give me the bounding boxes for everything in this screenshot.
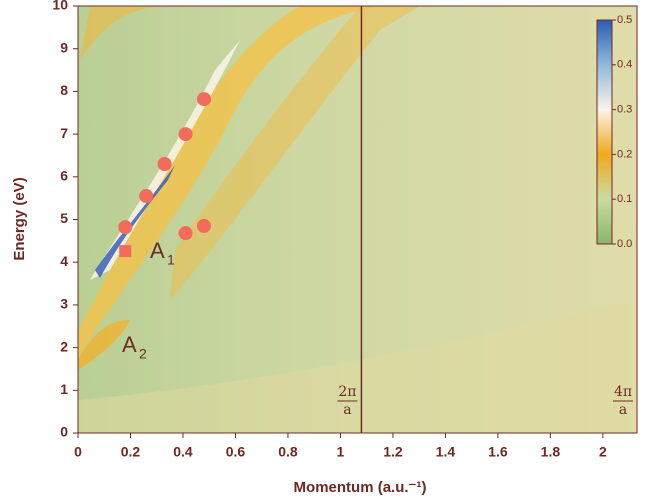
circle-point <box>179 226 193 240</box>
x-tick-label: 1.6 <box>488 444 508 460</box>
x-tick-label: 1.8 <box>541 444 561 460</box>
x-tick-label: 0.2 <box>121 444 141 460</box>
circle-point <box>139 189 153 203</box>
y-tick-label: 6 <box>60 168 68 184</box>
circle-point <box>158 157 172 171</box>
y-tick-label: 4 <box>60 253 68 269</box>
annotation: A <box>150 238 165 263</box>
colorbar-tick-label: 0.3 <box>617 104 632 116</box>
colorbar-tick-label: 0.5 <box>617 14 632 26</box>
y-tick-label: 1 <box>60 381 68 397</box>
y-tick-label: 8 <box>60 82 68 98</box>
colorbar-tick-label: 0.4 <box>617 59 632 71</box>
circle-point <box>118 220 132 234</box>
x-tick-label: 0.6 <box>226 444 246 460</box>
x-axis-label: Momentum (a.u.⁻¹) <box>294 479 427 496</box>
colorbar-tick-label: 0.0 <box>617 238 632 250</box>
x-tick-label: 0.8 <box>278 444 298 460</box>
circle-point <box>197 92 211 106</box>
fraction-numerator: 2π <box>338 384 356 400</box>
x-tick-label: 0 <box>74 444 82 460</box>
y-tick-label: 2 <box>60 338 68 354</box>
x-tick-label: 2 <box>599 444 607 460</box>
y-tick-label: 3 <box>60 296 68 312</box>
y-axis-label: Energy (eV) <box>11 177 28 260</box>
fraction-numerator: 4π <box>614 384 632 400</box>
y-tick-label: 5 <box>60 210 68 226</box>
square-point <box>119 245 131 257</box>
annotation-subscript: 1 <box>167 252 175 268</box>
x-tick-label: 0.4 <box>173 444 193 460</box>
fraction-denominator: a <box>343 402 351 418</box>
x-tick-label: 1.4 <box>436 444 456 460</box>
colorbar <box>597 20 612 244</box>
y-tick-label: 10 <box>52 0 68 13</box>
heatmap <box>78 6 637 433</box>
colorbar-tick-label: 0.1 <box>617 193 632 205</box>
chart: Momentum (a.u.⁻¹) Energy (eV) 0 0.2 0.4 0.6… <box>0 0 645 502</box>
annotation-subscript: 2 <box>139 346 147 362</box>
colorbar-tick-label: 0.2 <box>617 148 632 160</box>
x-tick-label: 1.2 <box>383 444 403 460</box>
y-tick-label: 7 <box>60 125 68 141</box>
y-tick-label: 9 <box>60 39 68 55</box>
annotation: A <box>122 332 137 357</box>
circle-point <box>179 127 193 141</box>
fraction-denominator: a <box>619 402 627 418</box>
y-tick-label: 0 <box>60 424 68 440</box>
circle-point <box>197 219 211 233</box>
x-tick-label: 1 <box>337 444 345 460</box>
